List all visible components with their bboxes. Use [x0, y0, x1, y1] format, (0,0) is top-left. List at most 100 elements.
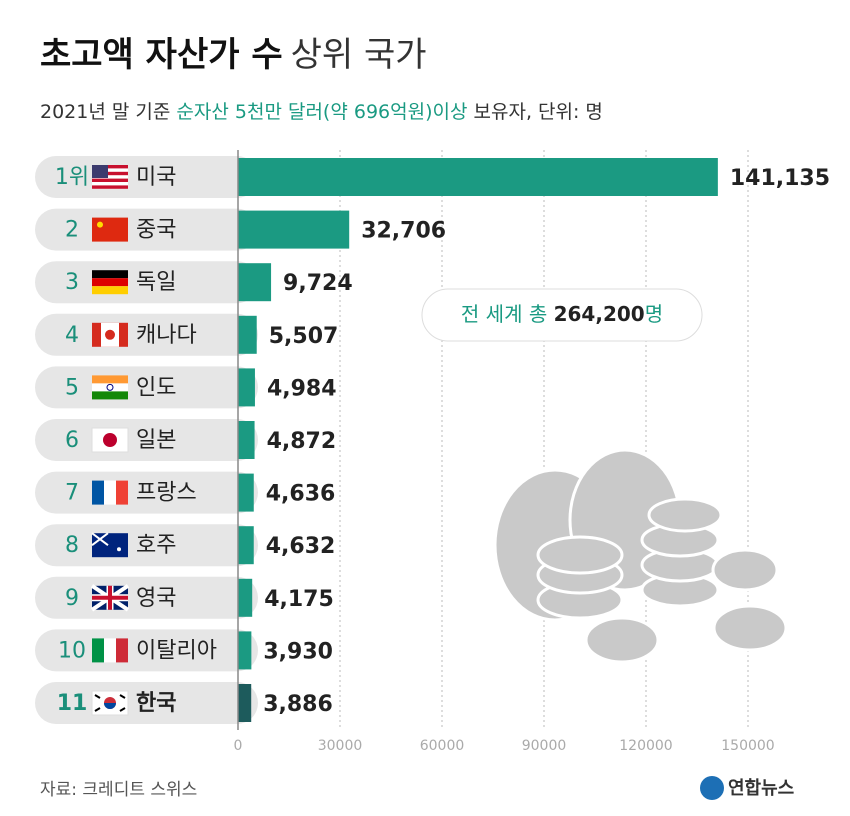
- flag: [116, 480, 128, 505]
- rank-pill: [35, 524, 258, 567]
- bar: [238, 421, 255, 459]
- logo-icon: [700, 776, 724, 800]
- rank-label: 8: [65, 533, 79, 558]
- flag: [92, 375, 128, 384]
- flag: [116, 638, 128, 663]
- flag: [92, 185, 128, 189]
- title-rest: 상위 국가: [291, 35, 427, 75]
- category-label: 한국: [136, 691, 176, 716]
- flag: [94, 694, 126, 712]
- rank-label: 6: [65, 428, 79, 453]
- rank-pill: [35, 576, 258, 619]
- flag: [92, 165, 108, 178]
- flag: [92, 165, 128, 169]
- subtitle-post: 보유자, 단위: 명: [467, 101, 602, 123]
- category-label: 인도: [136, 375, 176, 400]
- value-label: 9,724: [283, 271, 353, 296]
- category-label: 프랑스: [136, 481, 197, 506]
- rank-label: 3: [65, 270, 79, 295]
- value-label: 141,135: [730, 166, 830, 191]
- category-label: 미국: [136, 165, 176, 190]
- flag: [105, 329, 115, 340]
- category-label: 영국: [136, 586, 176, 611]
- flag-icon: [91, 690, 129, 716]
- rank-label: 7: [65, 481, 79, 506]
- callout-value: 264,200: [554, 302, 645, 326]
- rank-pill: [35, 471, 258, 514]
- value-label: 4,984: [267, 376, 337, 401]
- flag-icon: [92, 165, 128, 189]
- rank-label: 1위: [55, 165, 89, 190]
- flag: [92, 383, 128, 392]
- rank-pill: [35, 419, 258, 461]
- value-label: 3,886: [263, 692, 333, 717]
- rank-pill: [35, 313, 258, 356]
- rank-pill: [35, 261, 258, 304]
- flag: [117, 547, 121, 552]
- flag-icon: [91, 427, 129, 453]
- x-tick-label: 30000: [318, 738, 363, 754]
- flag: [92, 217, 128, 242]
- flag: [91, 532, 109, 547]
- flag: [104, 703, 116, 709]
- category-label: 이탈리아: [136, 638, 217, 663]
- flag-icon: [92, 480, 128, 505]
- callout-post: 명: [645, 302, 663, 326]
- flag: [92, 178, 128, 182]
- bar: [238, 158, 718, 196]
- x-tick-label: 150000: [721, 738, 774, 754]
- flag: [92, 286, 128, 295]
- money-illustration: [493, 448, 788, 664]
- x-tick-label: 60000: [420, 738, 465, 754]
- flag: [92, 171, 128, 176]
- flag: [106, 383, 114, 391]
- chart-title: 초고액 자산가 수 상위 국가: [40, 35, 427, 75]
- logo: 연합뉴스: [728, 777, 794, 799]
- rank-pill: [35, 208, 258, 251]
- category-label: 캐나다: [136, 323, 197, 348]
- value-label: 4,872: [267, 429, 337, 454]
- flag-icon: [91, 532, 128, 558]
- rank-pill: [35, 629, 258, 672]
- rank-pill: [35, 682, 258, 724]
- x-tick-label: 120000: [619, 738, 672, 754]
- flag-icon: [92, 638, 128, 663]
- bar: [238, 368, 255, 407]
- subtitle-highlight: 순자산 5천만 달러(약 696억원)이상: [176, 101, 467, 123]
- flag: [92, 391, 128, 400]
- category-label: 호주: [136, 533, 176, 558]
- rank-label: 10: [58, 638, 86, 663]
- x-tick-label: 90000: [522, 738, 567, 754]
- category-label: 중국: [136, 218, 176, 243]
- bar: [238, 684, 252, 722]
- rank-label: 11: [57, 691, 88, 716]
- value-label: 4,636: [266, 482, 336, 507]
- flag-icon: [92, 270, 128, 295]
- flag: [92, 638, 104, 663]
- callout-pre: 전 세계 총: [461, 302, 554, 326]
- rank-label: 5: [65, 375, 79, 400]
- flag: [92, 278, 128, 287]
- callout: 전 세계 총 264,200명: [461, 302, 663, 326]
- bar: [238, 210, 350, 249]
- flag: [103, 433, 117, 447]
- value-label: 5,507: [269, 324, 339, 349]
- flag: [97, 221, 103, 228]
- title-bold: 초고액 자산가 수: [40, 35, 283, 75]
- callout-box: [421, 288, 703, 342]
- rank-pill: [35, 366, 258, 409]
- category-label: 일본: [136, 428, 176, 453]
- source: 자료: 크레디트 스위스: [40, 780, 197, 800]
- flag: [104, 638, 116, 663]
- bar: [238, 473, 254, 512]
- flag: [92, 480, 104, 505]
- flag: [92, 585, 128, 610]
- subtitle-pre: 2021년 말 기준: [40, 101, 176, 123]
- bar: [238, 263, 272, 302]
- value-label: 4,175: [264, 587, 334, 612]
- bar: [238, 578, 253, 617]
- flag: [104, 480, 116, 505]
- bar: [238, 526, 254, 565]
- rank-label: 2: [65, 218, 79, 243]
- value-label: 3,930: [263, 639, 333, 664]
